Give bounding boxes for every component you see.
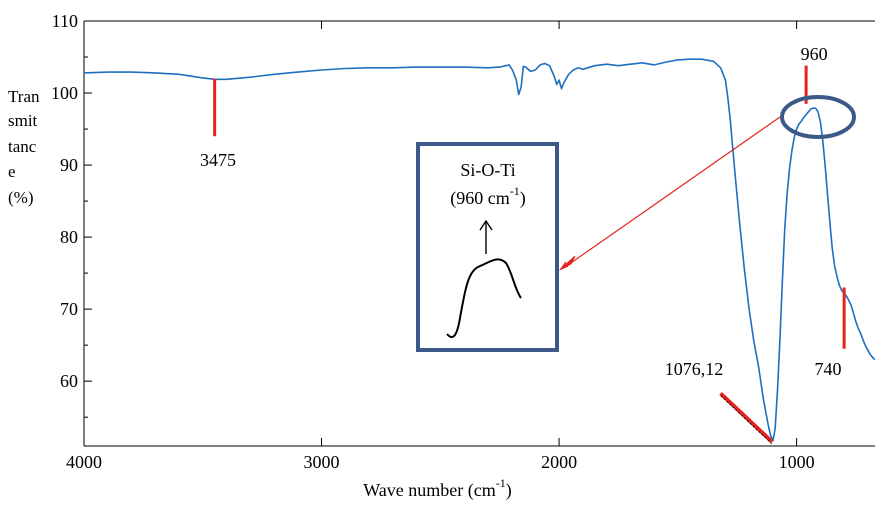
label-740: 740 — [815, 359, 842, 379]
inset-line1: Si-O-Ti — [460, 160, 515, 180]
x-tick-label-1000: 1000 — [779, 452, 815, 472]
x-tick-label-3000: 3000 — [304, 452, 340, 472]
label-3475: 3475 — [200, 150, 236, 170]
inset-line2-sup: -1 — [510, 184, 520, 198]
inset-line2-suffix: ) — [520, 188, 526, 208]
y-tick-label-110: 110 — [52, 11, 78, 31]
inset-subtitle: (960 cm-1) — [418, 186, 558, 209]
y-tick-label-80: 80 — [60, 227, 78, 247]
inset-layer — [418, 97, 854, 350]
y-axis-label-line-2: tanc — [8, 137, 37, 156]
x-axis-label-text: Wave number (cm — [363, 480, 496, 500]
x-axis-label: Wave number (cm-1) — [0, 478, 875, 501]
inset-title: Si-O-Ti — [418, 160, 558, 181]
label-1076: 1076,12 — [665, 359, 724, 379]
y-axis-label-line-4: (%) — [8, 188, 33, 207]
y-axis-label: Tran smit tanc e (%) — [8, 87, 40, 207]
y-axis-label-line-1: smit — [8, 111, 38, 130]
y-axis-label-line-3: e — [8, 162, 16, 181]
highlight-circle — [782, 97, 854, 137]
y-tick-label-70: 70 — [60, 299, 78, 319]
inset-line2-prefix: (960 cm — [450, 188, 509, 208]
y-tick-label-60: 60 — [60, 371, 78, 391]
callout-arrow-line — [568, 117, 780, 265]
y-tick-label-90: 90 — [60, 155, 78, 175]
y-tick-label-100: 100 — [51, 83, 78, 103]
x-tick-label-4000: 4000 — [66, 452, 102, 472]
x-axis-label-sup: -1 — [496, 476, 506, 490]
y-axis-label-line-0: Tran — [8, 87, 40, 106]
label-960: 960 — [801, 44, 828, 64]
x-tick-label-2000: 2000 — [541, 452, 577, 472]
x-axis-label-tail: ) — [506, 480, 512, 500]
y-axis-ticks: 60 70 80 90 100 110 — [51, 11, 92, 417]
